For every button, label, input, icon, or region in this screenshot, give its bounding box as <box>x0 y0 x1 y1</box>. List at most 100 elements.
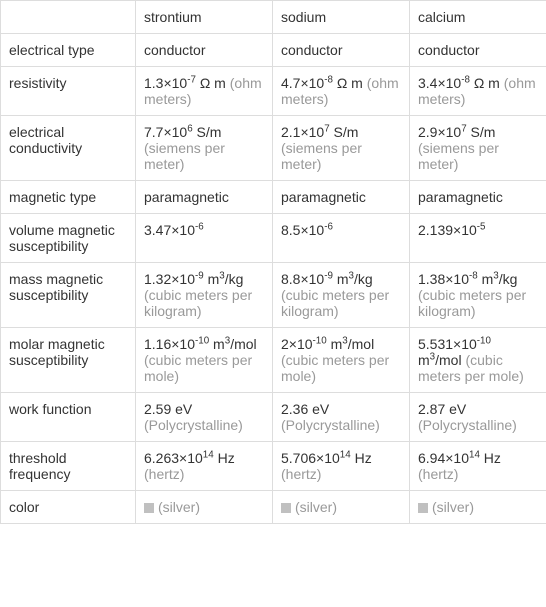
table-cell: 5.531×10-10 m3/mol (cubic meters per mol… <box>410 328 546 393</box>
table-cell: 1.16×10-10 m3/mol (cubic meters per mole… <box>136 328 273 393</box>
table-cell: 2.87 eV (Polycrystalline) <box>410 393 546 442</box>
unit-label: (cubic meters per kilogram) <box>418 287 526 319</box>
property-name: mass magnetic susceptibility <box>1 263 136 328</box>
table-cell: (silver) <box>410 491 546 524</box>
table-cell: 3.47×10-6 <box>136 214 273 263</box>
value: 6.94×1014 Hz <box>418 450 501 466</box>
unit-label: (hertz) <box>418 466 458 482</box>
value: 8.5×10-6 <box>281 222 333 238</box>
value: 2.87 eV <box>418 401 466 417</box>
col-header: calcium <box>410 1 546 34</box>
table-cell: 8.5×10-6 <box>273 214 410 263</box>
value: 2.1×107 S/m <box>281 124 358 140</box>
col-header: strontium <box>136 1 273 34</box>
color-label: (silver) <box>432 499 474 515</box>
unit-label: (cubic meters per mole) <box>144 352 252 384</box>
table-cell: conductor <box>410 34 546 67</box>
property-name: electrical type <box>1 34 136 67</box>
color-swatch <box>418 503 428 513</box>
table-cell: (silver) <box>273 491 410 524</box>
value: 8.8×10-9 m3/kg <box>281 271 373 287</box>
color-swatch <box>281 503 291 513</box>
value: 6.263×1014 Hz <box>144 450 235 466</box>
header-blank <box>1 1 136 34</box>
table-cell: (silver) <box>136 491 273 524</box>
unit-label: (Polycrystalline) <box>144 417 243 433</box>
value: 2.9×107 S/m <box>418 124 495 140</box>
table-cell: paramagnetic <box>410 181 546 214</box>
properties-table: strontium sodium calcium electrical type… <box>0 0 546 524</box>
property-name: volume magnetic susceptibility <box>1 214 136 263</box>
value: paramagnetic <box>144 189 229 205</box>
property-name: color <box>1 491 136 524</box>
table-cell: 3.4×10-8 Ω m (ohm meters) <box>410 67 546 116</box>
table-cell: 7.7×106 S/m (siemens per meter) <box>136 116 273 181</box>
table-cell: 5.706×1014 Hz (hertz) <box>273 442 410 491</box>
unit-label: (hertz) <box>281 466 321 482</box>
unit-label: (Polycrystalline) <box>418 417 517 433</box>
table-row: magnetic type paramagnetic paramagnetic par… <box>1 181 546 214</box>
table-cell: 2.59 eV (Polycrystalline) <box>136 393 273 442</box>
table-cell: 1.32×10-9 m3/kg (cubic meters per kilogr… <box>136 263 273 328</box>
table-cell: 2.139×10-5 <box>410 214 546 263</box>
table-row: resistivity1.3×10-7 Ω m (ohm meters)4.7×… <box>1 67 546 116</box>
unit-label: (hertz) <box>144 466 184 482</box>
value: 2.139×10-5 <box>418 222 486 238</box>
table-cell: 4.7×10-8 Ω m (ohm meters) <box>273 67 410 116</box>
table-row: electrical type conductor conductor conduct… <box>1 34 546 67</box>
property-name: electrical conductivity <box>1 116 136 181</box>
unit-label: (siemens per meter) <box>418 140 499 172</box>
unit-label: (cubic meters per mole) <box>281 352 389 384</box>
color-swatch <box>144 503 154 513</box>
value: 2×10-10 m3/mol <box>281 336 374 352</box>
value: 1.3×10-7 Ω m <box>144 75 226 91</box>
color-label: (silver) <box>158 499 200 515</box>
value: paramagnetic <box>418 189 503 205</box>
unit-label: (siemens per meter) <box>281 140 362 172</box>
value: 1.38×10-8 m3/kg <box>418 271 517 287</box>
property-name: resistivity <box>1 67 136 116</box>
header-row: strontium sodium calcium <box>1 1 546 34</box>
unit-label: (cubic meters per kilogram) <box>281 287 389 319</box>
table-row: color (silver) (silver) (silver) <box>1 491 546 524</box>
property-name: magnetic type <box>1 181 136 214</box>
table-row: volume magnetic susceptibility 3.47×10-6 8… <box>1 214 546 263</box>
table-cell: paramagnetic <box>273 181 410 214</box>
property-name: threshold frequency <box>1 442 136 491</box>
value: paramagnetic <box>281 189 366 205</box>
table-row: mass magnetic susceptibility1.32×10-9 m3… <box>1 263 546 328</box>
value: 1.32×10-9 m3/kg <box>144 271 243 287</box>
property-name: molar magnetic susceptibility <box>1 328 136 393</box>
unit-label: (cubic meters per kilogram) <box>144 287 252 319</box>
table-cell: conductor <box>136 34 273 67</box>
value: 2.36 eV <box>281 401 329 417</box>
value: 3.47×10-6 <box>144 222 204 238</box>
table-cell: 6.263×1014 Hz (hertz) <box>136 442 273 491</box>
value: conductor <box>281 42 342 58</box>
value: conductor <box>144 42 205 58</box>
table-row: molar magnetic susceptibility1.16×10-10 … <box>1 328 546 393</box>
table-cell: 8.8×10-9 m3/kg (cubic meters per kilogra… <box>273 263 410 328</box>
table-row: threshold frequency6.263×1014 Hz (hertz)… <box>1 442 546 491</box>
value: 4.7×10-8 Ω m <box>281 75 363 91</box>
table-cell: 1.3×10-7 Ω m (ohm meters) <box>136 67 273 116</box>
table-cell: conductor <box>273 34 410 67</box>
value: 7.7×106 S/m <box>144 124 221 140</box>
color-label: (silver) <box>295 499 337 515</box>
value: 5.706×1014 Hz <box>281 450 372 466</box>
property-name: work function <box>1 393 136 442</box>
table-row: work function2.59 eV (Polycrystalline)2.… <box>1 393 546 442</box>
col-header: sodium <box>273 1 410 34</box>
table-cell: 2.1×107 S/m (siemens per meter) <box>273 116 410 181</box>
table-cell: paramagnetic <box>136 181 273 214</box>
value: conductor <box>418 42 479 58</box>
value: 2.59 eV <box>144 401 192 417</box>
table-cell: 1.38×10-8 m3/kg (cubic meters per kilogr… <box>410 263 546 328</box>
table-cell: 2.36 eV (Polycrystalline) <box>273 393 410 442</box>
unit-label: (Polycrystalline) <box>281 417 380 433</box>
value: 3.4×10-8 Ω m <box>418 75 500 91</box>
table-cell: 6.94×1014 Hz (hertz) <box>410 442 546 491</box>
unit-label: (siemens per meter) <box>144 140 225 172</box>
table-row: electrical conductivity7.7×106 S/m (siem… <box>1 116 546 181</box>
table-cell: 2×10-10 m3/mol (cubic meters per mole) <box>273 328 410 393</box>
